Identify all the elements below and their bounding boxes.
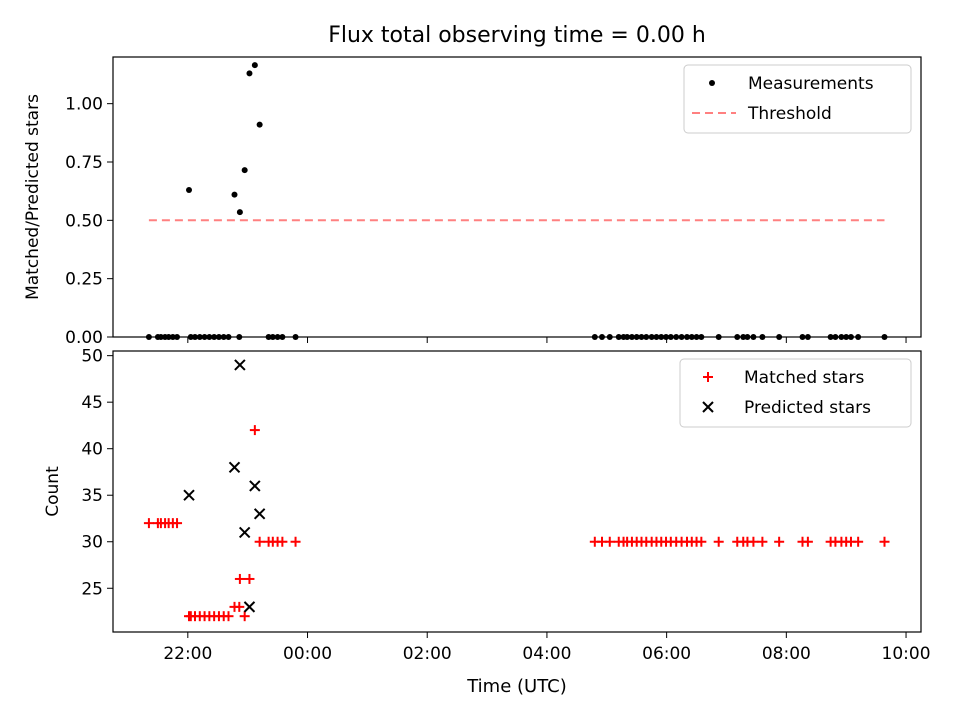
plus-point bbox=[713, 536, 724, 547]
ratio-panel: 0.00 0.25 0.50 0.75 1.00 Matched/Predicted st… bbox=[23, 56, 922, 348]
y-tick-label: 0.00 bbox=[65, 328, 103, 348]
dot-point bbox=[241, 167, 248, 174]
y-tick-label: 0.75 bbox=[65, 153, 103, 173]
legend-frame bbox=[683, 64, 912, 134]
chart-title: Flux total observing time = 0.00 h bbox=[328, 23, 706, 48]
plus-point bbox=[234, 601, 245, 612]
x-point bbox=[183, 489, 195, 501]
x-point bbox=[234, 359, 246, 371]
legend: Measurements Threshold bbox=[683, 64, 912, 134]
y-tick-label: 1.00 bbox=[65, 95, 103, 115]
y-tick-label: 50 bbox=[81, 347, 103, 367]
legend-label: Threshold bbox=[747, 104, 832, 124]
legend-marker-icon bbox=[703, 372, 713, 382]
y-axis-label: Matched/Predicted stars bbox=[23, 94, 43, 300]
plus-point bbox=[604, 536, 615, 547]
legend: Matched stars Predicted stars bbox=[679, 358, 912, 428]
plus-point bbox=[172, 518, 183, 529]
plus-point bbox=[774, 536, 785, 547]
x-tick-label: 06:00 bbox=[642, 644, 691, 664]
legend-label: Measurements bbox=[748, 74, 874, 94]
dot-point bbox=[251, 62, 258, 69]
count-panel: 25 30 35 40 45 50 22:00 00:00 02:00 04:00 06:00 08:… bbox=[43, 347, 931, 664]
series-predicted-stars bbox=[183, 359, 266, 613]
x-tick-label: 10:00 bbox=[882, 644, 931, 664]
axes-frame bbox=[112, 56, 922, 338]
dot-point bbox=[256, 121, 263, 128]
y-tick-label: 40 bbox=[81, 440, 103, 460]
plus-point bbox=[223, 611, 234, 622]
plus-point bbox=[254, 536, 265, 547]
x-point bbox=[243, 601, 256, 613]
plus-point bbox=[757, 536, 768, 547]
plus-point bbox=[234, 573, 245, 584]
x-tick-label: 04:00 bbox=[522, 644, 571, 664]
plus-point bbox=[249, 425, 260, 436]
y-tick-label: 45 bbox=[81, 393, 103, 413]
plus-point bbox=[853, 536, 864, 547]
plus-point bbox=[802, 536, 813, 547]
x-point bbox=[228, 461, 241, 474]
x-tick-label: 00:00 bbox=[283, 644, 332, 664]
x-point bbox=[238, 526, 251, 539]
x-point bbox=[249, 480, 261, 492]
plus-point bbox=[143, 518, 154, 529]
y-tick-label: 0.25 bbox=[65, 270, 103, 290]
x-point bbox=[253, 508, 266, 520]
plus-point bbox=[239, 611, 250, 622]
plus-point bbox=[244, 573, 255, 584]
y-tick-label: 30 bbox=[81, 533, 103, 553]
legend-marker-icon bbox=[702, 401, 714, 413]
legend-label: Predicted stars bbox=[744, 398, 871, 418]
plus-point bbox=[696, 536, 707, 547]
x-tick-label: 08:00 bbox=[762, 644, 811, 664]
series-matched-stars bbox=[143, 425, 890, 622]
plus-point bbox=[879, 536, 890, 547]
x-axis-label: Time (UTC) bbox=[466, 676, 567, 697]
legend-frame bbox=[679, 358, 912, 428]
x-tick-label: 22:00 bbox=[163, 644, 212, 664]
axes-frame bbox=[112, 350, 922, 633]
dot-point bbox=[246, 70, 253, 77]
y-axis-label: Count bbox=[43, 466, 63, 517]
plus-point bbox=[290, 536, 301, 547]
y-tick-label: 25 bbox=[81, 579, 103, 599]
legend-marker-icon bbox=[709, 80, 715, 86]
dot-point bbox=[231, 191, 238, 198]
x-tick-label: 02:00 bbox=[403, 644, 452, 664]
plus-point bbox=[277, 536, 288, 547]
dot-point bbox=[186, 187, 193, 193]
plus-point bbox=[748, 536, 759, 547]
dot-point bbox=[236, 209, 243, 216]
y-tick-label: 35 bbox=[81, 486, 103, 506]
y-tick-label: 0.50 bbox=[65, 211, 103, 231]
legend-label: Matched stars bbox=[744, 368, 864, 388]
